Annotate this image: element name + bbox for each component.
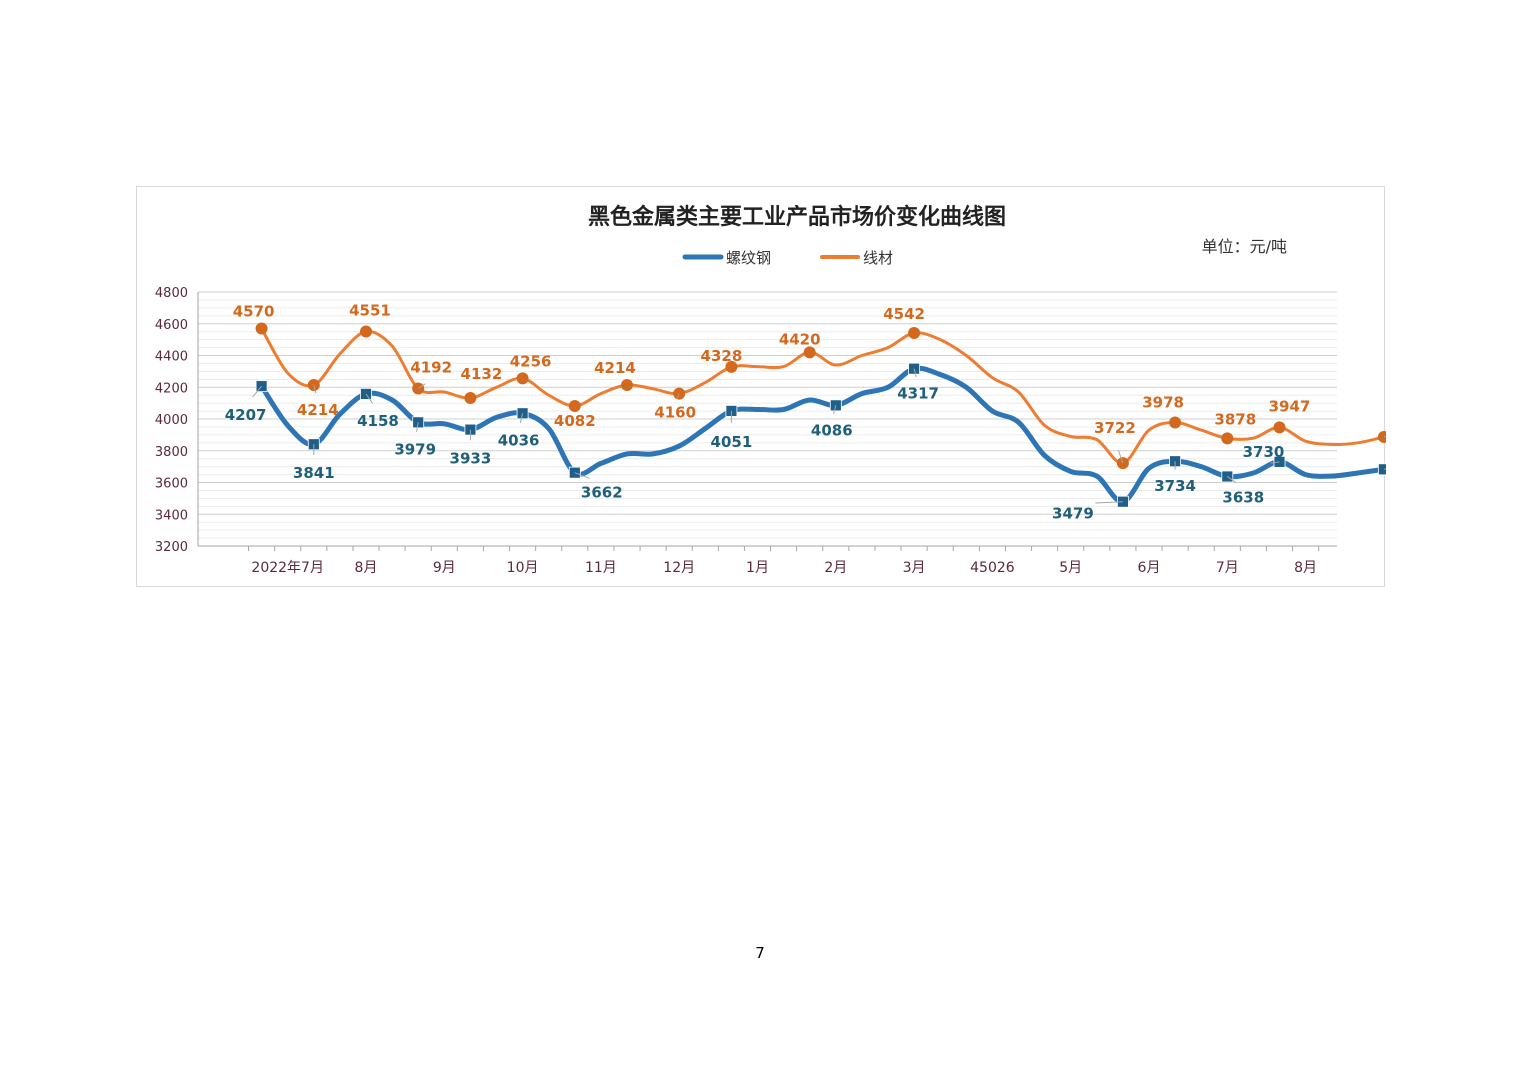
data-point-rebar: [412, 416, 425, 429]
data-label-rebar: 3734: [1154, 477, 1196, 495]
y-tick-label: 3400: [155, 508, 188, 523]
data-label-wire: 4160: [654, 404, 696, 422]
data-point-wire: [1273, 421, 1286, 434]
data-point-wire: [1221, 432, 1234, 445]
y-tick-label: 4000: [155, 413, 188, 428]
data-label-wire: 4192: [410, 359, 452, 377]
leader-line: [519, 413, 524, 423]
leader-line: [1118, 450, 1124, 464]
data-point-wire: [621, 379, 633, 392]
y-tick-label: 3600: [155, 477, 188, 492]
data-label-wire: 4082: [554, 412, 596, 430]
data-point-wire: [516, 372, 529, 385]
x-tick-label: 45026: [970, 560, 1015, 576]
leader-line: [833, 405, 837, 414]
data-point-wire: [803, 346, 816, 359]
data-label-rebar: 3730: [1243, 443, 1285, 461]
data-point-wire: [725, 360, 738, 373]
data-label-rebar: 4051: [711, 433, 753, 451]
data-point-wire: [568, 399, 581, 412]
data-label-rebar: 4086: [811, 421, 853, 439]
leader-line: [416, 422, 419, 433]
leader-line: [1270, 461, 1280, 464]
x-tick-label: 2022年7月: [251, 560, 324, 576]
data-label-wire: 4542: [883, 305, 925, 323]
data-label-wire: 4256: [510, 352, 552, 370]
data-point-wire: [307, 379, 320, 392]
x-tick-label: 6月: [1138, 560, 1161, 576]
leader-line: [676, 393, 680, 399]
data-label-wire: 4570: [233, 303, 275, 321]
chart-title: 黑色金属类主要工业产品市场价变化曲线图: [588, 204, 1006, 230]
y-tick-label: 4400: [155, 350, 188, 365]
data-label-rebar: 3662: [581, 484, 623, 502]
data-label-wire: 4420: [779, 330, 821, 348]
data-point-wire: [412, 382, 425, 395]
x-tick-label: 9月: [433, 560, 456, 576]
x-tick-label: 11月: [585, 560, 617, 576]
data-label-rebar: 4317: [897, 385, 939, 403]
leader-line: [313, 384, 317, 394]
leader-line: [1095, 501, 1123, 504]
data-label-rebar: 4207: [225, 406, 267, 424]
legend-label-wire: 线材: [863, 249, 893, 267]
data-label-wire: 3878: [1214, 410, 1256, 428]
legend-label-rebar: 螺纹钢: [726, 249, 771, 267]
data-point-wire: [1169, 416, 1182, 429]
data-label-rebar: 3841: [293, 464, 335, 482]
data-label-wire: 3947: [1269, 397, 1311, 415]
data-label-wire: 4328: [701, 347, 743, 365]
chart-frame: 黑色金属类主要工业产品市场价变化曲线图 单位：元/吨 螺纹钢 线材 3200 34…: [136, 186, 1386, 587]
leader-line: [252, 385, 262, 398]
x-tick-label: 5月: [1059, 560, 1082, 576]
data-label-rebar: 3933: [450, 450, 492, 468]
x-tick-label: 8月: [355, 560, 378, 576]
legend: 螺纹钢 线材: [682, 249, 893, 267]
x-tick-label: 7月: [1216, 560, 1239, 576]
y-tick-label: 3200: [155, 540, 188, 555]
data-point-rebar: [1378, 463, 1386, 476]
unit-label: 单位：元/吨: [1202, 237, 1287, 256]
data-point-rebar: [360, 388, 372, 400]
x-tick-label: 12月: [663, 560, 695, 576]
leader-line: [913, 368, 917, 378]
x-tick-label: 1月: [746, 560, 769, 576]
y-tick-label: 4800: [155, 286, 188, 301]
data-point-wire: [1377, 430, 1386, 443]
data-point-wire: [908, 326, 921, 339]
data-label-wire: 4214: [297, 401, 339, 419]
y-tick-label: 4200: [155, 381, 188, 396]
data-label-rebar: 3979: [394, 440, 436, 458]
leader-line: [574, 472, 590, 479]
x-tick-label: 2月: [824, 560, 847, 576]
series-line-wire: [260, 327, 1386, 465]
data-label-rebar: 4036: [498, 431, 540, 449]
plot-area: 3200 3400 3600 3800 4000 4200 4400 4600 4800 2022…: [155, 286, 1386, 576]
data-label-rebar: 3638: [1222, 488, 1264, 506]
y-tick-label: 4600: [155, 318, 188, 333]
data-label-wire: 4132: [461, 365, 503, 383]
x-tick-label: 10月: [507, 560, 539, 576]
page-number: 7: [755, 944, 765, 962]
data-label-rebar: 3479: [1052, 505, 1094, 523]
data-label-rebar: 4158: [357, 412, 399, 430]
leader-line: [417, 383, 426, 389]
price-line-chart: 黑色金属类主要工业产品市场价变化曲线图 单位：元/吨 螺纹钢 线材 3200 34…: [155, 204, 1386, 576]
x-tick-label: 8月: [1294, 560, 1317, 576]
data-point-rebar: [255, 380, 268, 393]
data-point-wire: [255, 322, 268, 335]
y-tick-label: 3800: [155, 445, 188, 460]
data-label-wire: 3722: [1094, 419, 1136, 437]
data-point-wire: [464, 392, 477, 405]
leader-line: [1227, 476, 1237, 484]
leader-line: [365, 393, 374, 404]
series-line-rebar: [259, 365, 1386, 505]
data-label-wire: 3978: [1142, 393, 1184, 411]
data-point-wire: [360, 325, 372, 338]
data-label-wire: 4214: [594, 359, 636, 377]
data-label-wire: 4551: [349, 302, 391, 320]
x-tick-label: 3月: [903, 560, 926, 576]
